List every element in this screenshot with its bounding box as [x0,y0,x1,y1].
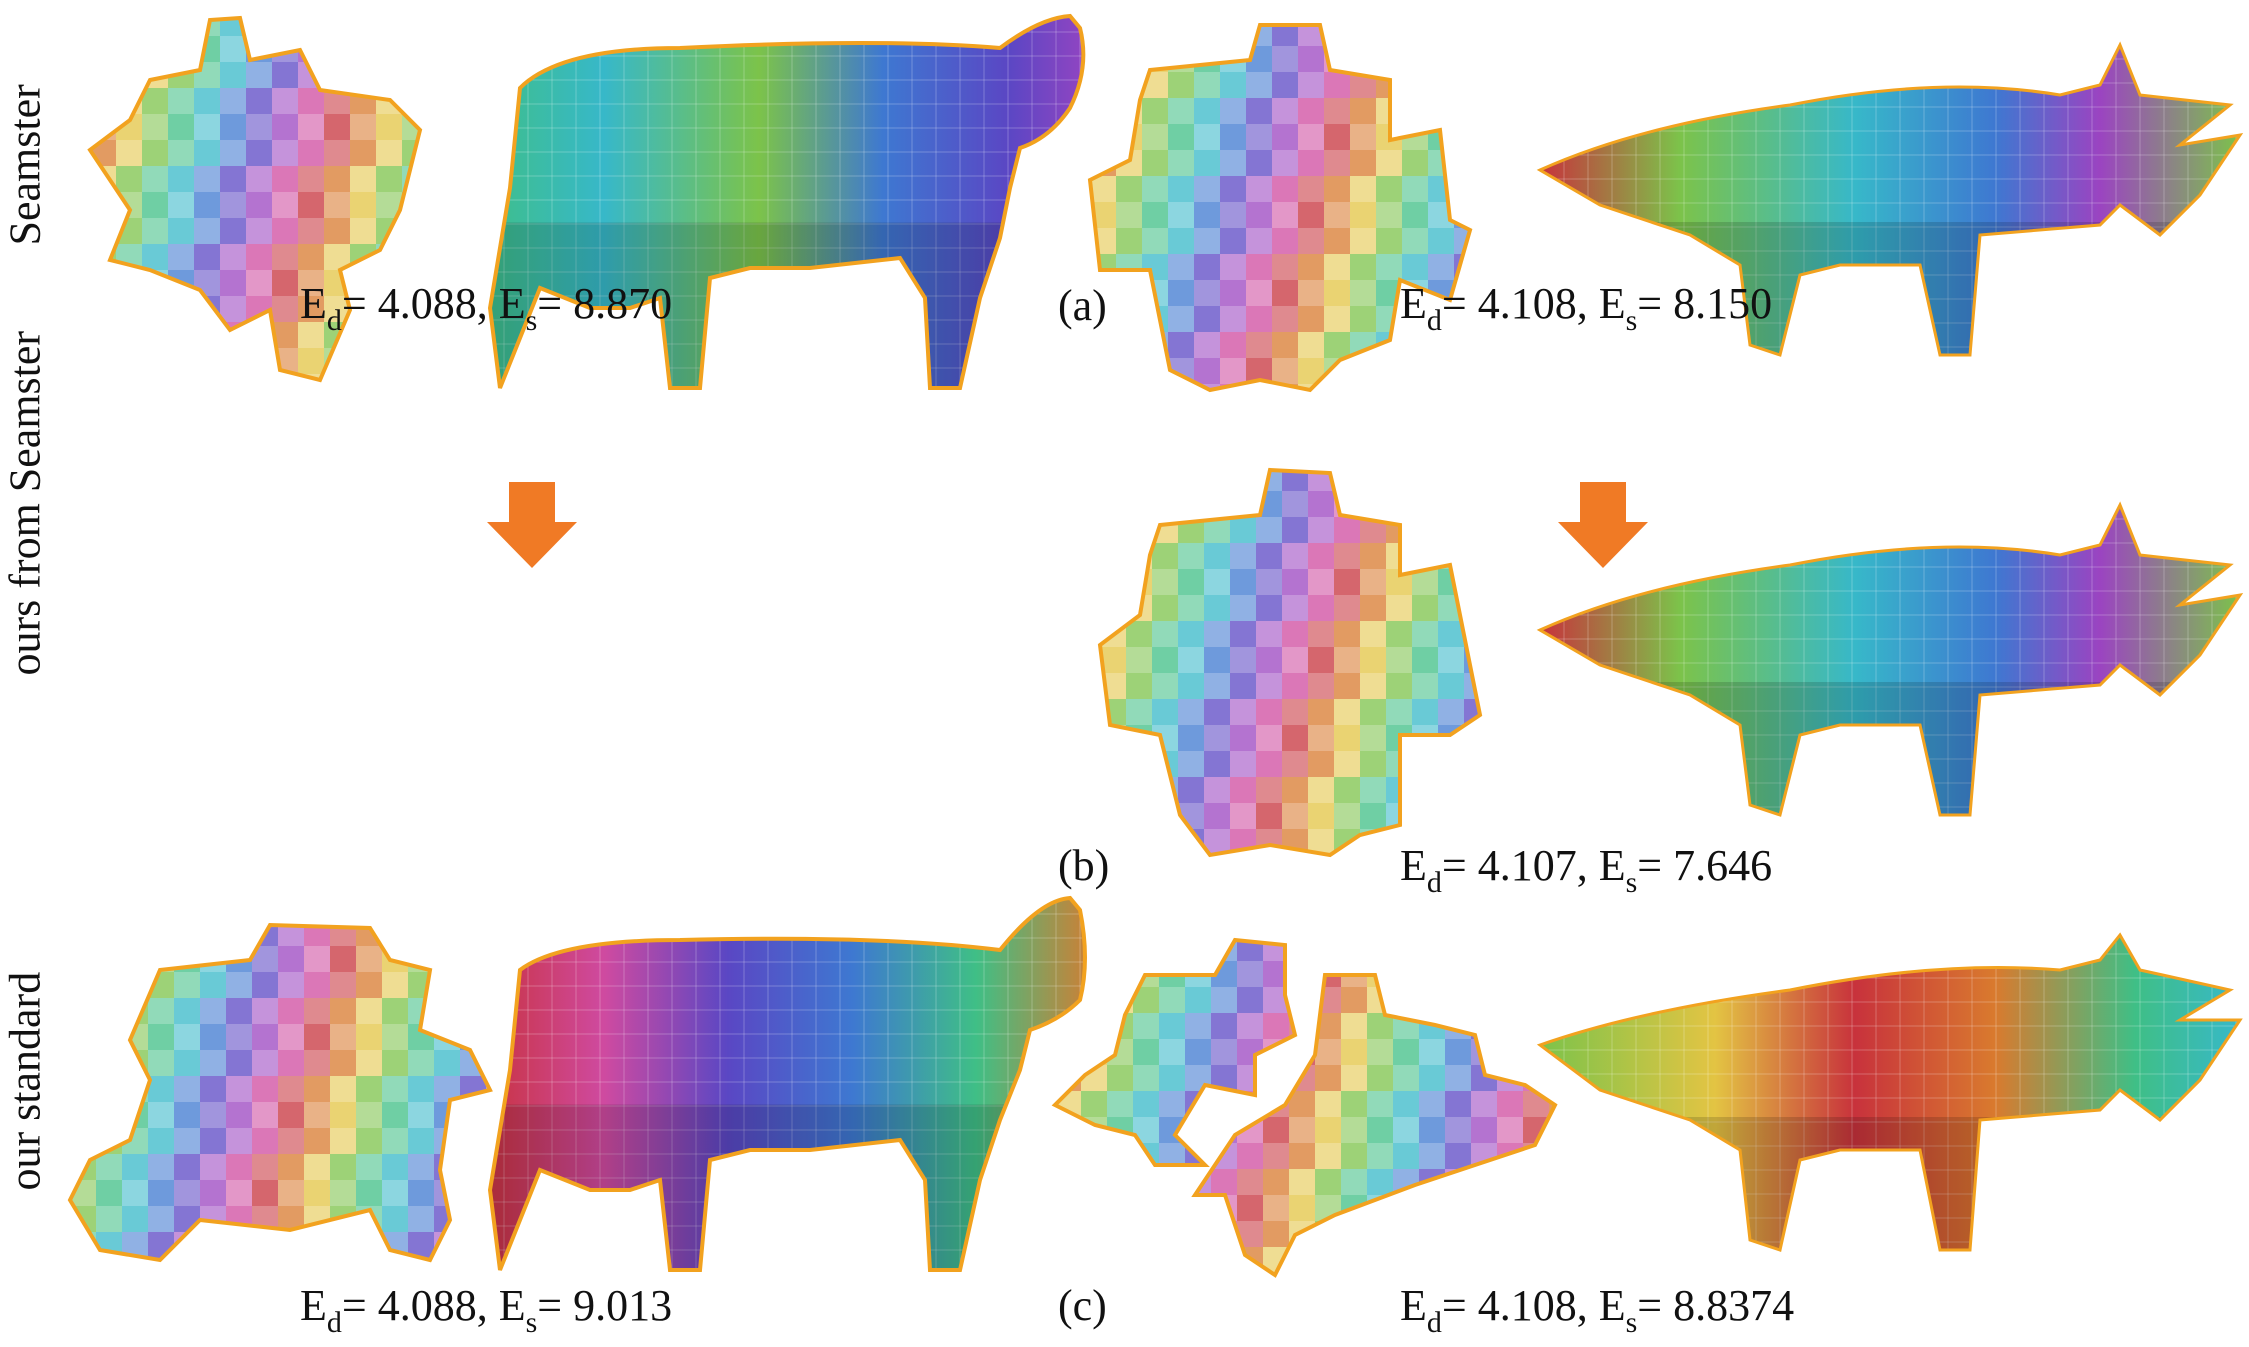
down-arrow-icon [1558,482,1648,568]
caption-c-triceratops: Ed= 4.108, Es= 8.8374 [1400,1281,1795,1339]
uv-chart-triceratops-seamster [1087,20,1550,395]
row-label-seamster: Seamster [0,84,50,246]
panel-tag-a: (a) [1058,281,1107,330]
cow-mesh-seamster [480,8,1100,398]
uv-chart-triceratops-ours-from-seamster [1097,465,1560,865]
caption-c-cow: Ed= 4.088, Es= 9.013 [300,1281,673,1339]
uv-chart-triceratops-our-standard [1051,935,1615,1280]
panel-tag-b: (b) [1058,841,1110,890]
caption-b-triceratops: Ed= 4.107, Es= 7.646 [1400,841,1773,899]
triceratops-mesh-ours-from-seamster [1536,495,2244,835]
triceratops-mesh-seamster [1536,35,2244,375]
caption-a-triceratops: Ed= 4.108, Es= 8.150 [1400,279,1773,337]
caption-a-cow: Ed= 4.088, Es= 8.870 [300,279,673,337]
row-label-our-standard: our standard [0,971,50,1191]
cow-mesh-our-standard [480,890,1100,1280]
down-arrow-icon [487,482,577,568]
triceratops-mesh-our-standard [1536,930,2243,1270]
row-label-ours-from-seamster: ours from Seamster [0,330,50,676]
uv-chart-cow-seamster [87,10,450,390]
uv-chart-cow-our-standard [67,920,500,1270]
panel-tag-c: (c) [1058,1281,1107,1330]
